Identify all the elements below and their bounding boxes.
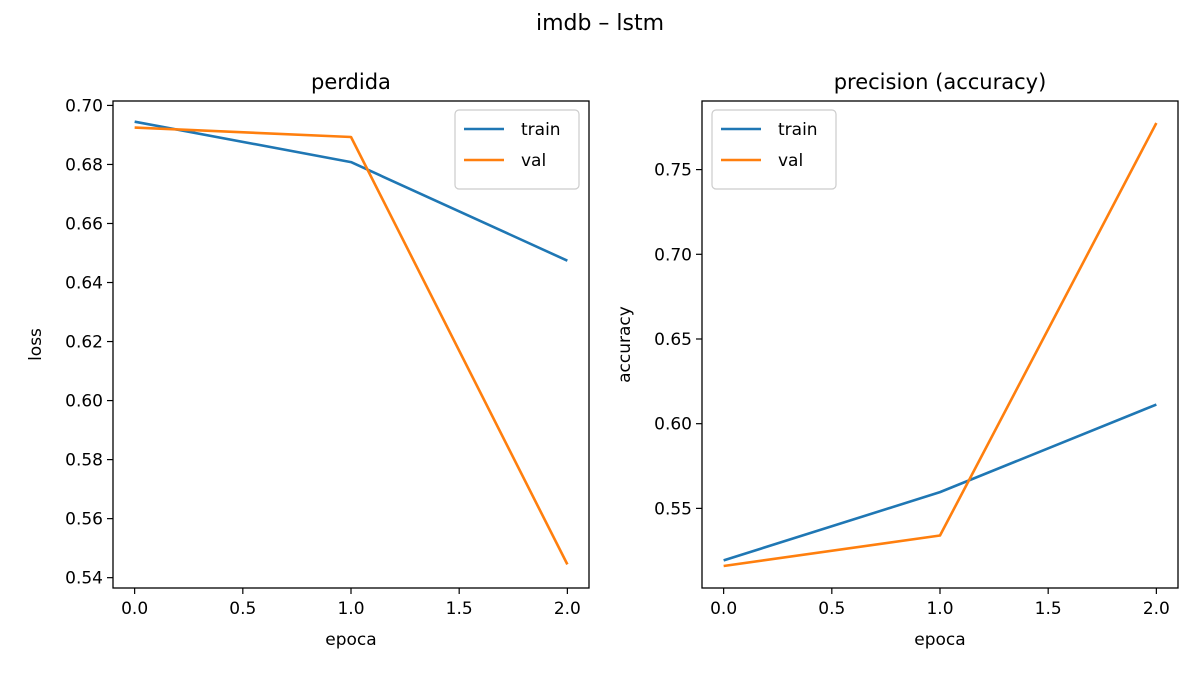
series-line-val <box>134 126 569 565</box>
legend-label: train <box>778 120 818 140</box>
subplot-loss: perdida 0.0 0.5 1.0 1.5 2.0 0.54 0.56 0.58 0.60 0.… <box>26 70 590 650</box>
x-tick-label: 1.0 <box>337 599 364 619</box>
y-tick-label: 0.54 <box>65 569 103 589</box>
legend: train val <box>711 109 837 190</box>
y-tick-label: 0.60 <box>654 415 692 435</box>
y-tick-label: 0.64 <box>65 274 103 294</box>
x-tick-label: 0.0 <box>121 599 148 619</box>
x-tick-label: 0.5 <box>818 599 845 619</box>
y-tick-label: 0.60 <box>65 392 103 412</box>
y-tick-label: 0.55 <box>654 499 692 519</box>
series-line-train <box>134 120 568 262</box>
y-tick-label: 0.65 <box>654 330 692 350</box>
legend: train val <box>454 109 580 190</box>
chart-title: precision (accuracy) <box>834 70 1047 94</box>
x-tick-label: 2.0 <box>1143 599 1170 619</box>
y-tick-label: 0.66 <box>65 214 103 234</box>
y-tick-label: 0.70 <box>654 245 692 265</box>
axes-frame <box>701 100 1179 589</box>
y-axis-label: loss <box>26 328 46 361</box>
y-axis-label: accuracy <box>615 306 635 383</box>
chart-title: perdida <box>311 70 391 94</box>
x-tick-label: 1.5 <box>446 599 473 619</box>
y-tick-label: 0.68 <box>65 155 103 175</box>
y-tick-label: 0.58 <box>65 451 103 471</box>
series-line-val <box>723 122 1158 568</box>
subplot-accuracy: precision (accuracy) 0.0 0.5 1.0 1.5 2.0 0.55 0… <box>615 70 1179 650</box>
legend-label: train <box>521 120 561 140</box>
x-tick-label: 2.0 <box>554 599 581 619</box>
x-tick-label: 0.5 <box>229 599 256 619</box>
y-tick-label: 0.56 <box>65 510 103 530</box>
figure-suptitle: imdb – lstm <box>536 11 664 36</box>
y-tick-label: 0.70 <box>65 96 103 116</box>
axes-frame <box>112 100 590 589</box>
y-tick-label: 0.75 <box>654 161 692 181</box>
x-axis-label: epoca <box>325 630 376 650</box>
legend-label: val <box>778 151 803 171</box>
series-line-train <box>723 403 1157 562</box>
x-tick-label: 0.0 <box>710 599 737 619</box>
y-tick-label: 0.62 <box>65 333 103 353</box>
x-tick-label: 1.5 <box>1035 599 1062 619</box>
x-tick-label: 1.0 <box>926 599 953 619</box>
legend-label: val <box>521 151 546 171</box>
x-axis-label: epoca <box>914 630 965 650</box>
